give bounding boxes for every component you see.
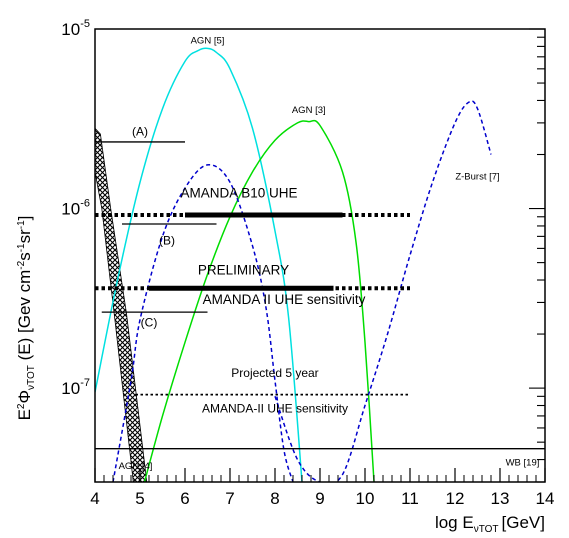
x-tick-label: 14	[536, 489, 555, 508]
y-tick-label: 10-7	[61, 377, 90, 398]
annotation-label: (A)	[132, 125, 148, 139]
annotation-label: AMANDA B10 UHE	[180, 186, 297, 201]
x-tick-label: 10	[356, 489, 375, 508]
annotation-label: (C)	[141, 316, 158, 330]
x-tick-label: 11	[401, 489, 419, 508]
plot-area	[95, 47, 545, 482]
x-axis-title: log EνTOT [GeV]	[435, 513, 545, 535]
x-tick-label: 4	[90, 489, 99, 508]
axes: 4 5 6 7 8 9 10 11 12 13 14 10-5 10-6 10-7	[61, 18, 554, 508]
annotation-label: Z-Burst [7]	[455, 172, 499, 183]
annotations: AGN [5] AGN [3] (A) (B) (C) Z-Burst [7] AMANDA…	[119, 36, 540, 472]
annotation-label: AGN [4]	[119, 461, 153, 472]
y-tick-label: 10-6	[61, 198, 90, 219]
x-tick-label: 12	[446, 489, 465, 508]
x-tick-label: 9	[315, 489, 324, 508]
series-line-2	[112, 164, 294, 482]
annotation-label: AGN [5]	[191, 36, 225, 47]
x-tick-label: 5	[135, 489, 144, 508]
series-line-1	[143, 119, 375, 482]
series-line-3	[274, 100, 492, 482]
annotation-label: AMANDA-II UHE sensitivity	[202, 402, 348, 416]
annotation-label: Projected 5 year	[231, 366, 318, 380]
series-line-0	[95, 47, 303, 482]
hatched-region-agn4	[95, 127, 148, 482]
annotation-label: AMANDA II UHE sensitivity	[203, 292, 366, 307]
annotation-label: (B)	[159, 234, 175, 248]
annotation-label: AGN [3]	[292, 105, 326, 116]
x-tick-label: 13	[491, 489, 510, 508]
y-axis-title: E2ΦνTOT (E) [Gev cm-2s-1sr-1]	[15, 216, 37, 421]
x-tick-label: 8	[270, 489, 279, 508]
annotation-label: WB [19]	[506, 458, 540, 469]
x-tick-label: 7	[225, 489, 234, 508]
annotation-label: PRELIMINARY	[198, 262, 289, 277]
y-tick-label: 10-5	[61, 18, 90, 39]
x-tick-label: 6	[180, 489, 189, 508]
